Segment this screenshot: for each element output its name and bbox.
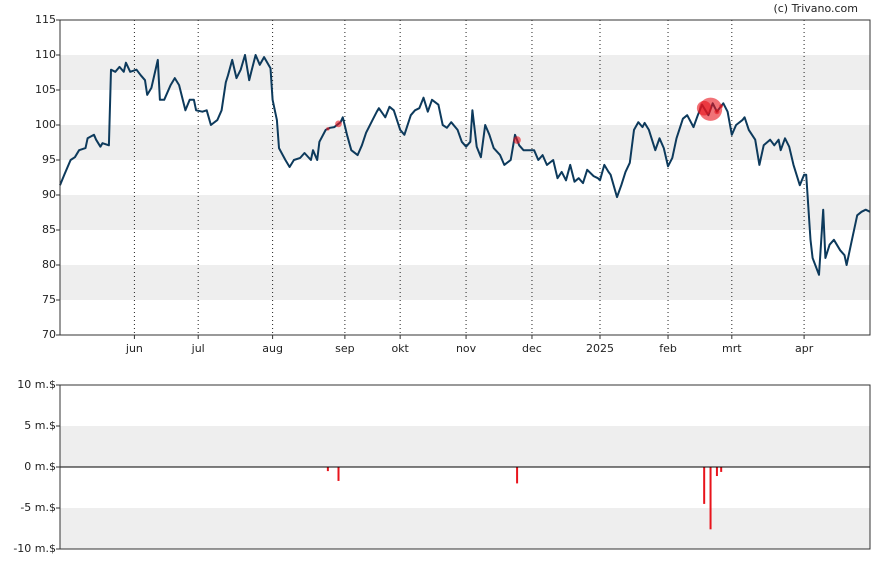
x-tick-label: okt bbox=[391, 342, 409, 355]
y-tick-label: 85 bbox=[42, 223, 56, 236]
y-tick-label: 95 bbox=[42, 153, 56, 166]
source-credit: (c) Trivano.com bbox=[773, 2, 858, 15]
trade-marker bbox=[335, 120, 342, 128]
band bbox=[60, 508, 870, 549]
trade-marker bbox=[326, 127, 330, 131]
band bbox=[60, 195, 870, 230]
y-tick-label: 115 bbox=[35, 13, 56, 26]
bar bbox=[337, 467, 340, 481]
band bbox=[60, 265, 870, 300]
y-tick-label: 110 bbox=[35, 48, 56, 61]
y-tick-label: 10 m.$ bbox=[17, 378, 56, 391]
y-tick-label: 80 bbox=[42, 258, 56, 271]
x-tick-label: jul bbox=[191, 342, 205, 355]
bar bbox=[703, 467, 706, 504]
x-tick-label: apr bbox=[795, 342, 814, 355]
y-tick-label: 75 bbox=[42, 293, 56, 306]
band bbox=[60, 125, 870, 160]
bar bbox=[709, 467, 712, 530]
x-tick-label: dec bbox=[522, 342, 542, 355]
y-tick-label: 100 bbox=[35, 118, 56, 131]
y-tick-label: 0 m.$ bbox=[24, 460, 56, 473]
band bbox=[60, 426, 870, 467]
bar bbox=[326, 467, 329, 472]
y-tick-label: 105 bbox=[35, 83, 56, 96]
bar bbox=[516, 467, 519, 484]
trade-marker bbox=[698, 97, 723, 121]
plot-frame bbox=[59, 384, 871, 550]
x-tick-label: aug bbox=[262, 342, 283, 355]
trade-marker bbox=[714, 109, 720, 115]
x-tick-label: feb bbox=[659, 342, 677, 355]
x-tick-label: jun bbox=[125, 342, 143, 355]
trade-marker bbox=[719, 104, 724, 108]
y-tick-label: 5 m.$ bbox=[24, 419, 56, 432]
plot-frame bbox=[59, 19, 871, 336]
bar bbox=[720, 467, 723, 472]
y-tick-label: 90 bbox=[42, 188, 56, 201]
x-tick-label: 2025 bbox=[586, 342, 614, 355]
band bbox=[60, 55, 870, 90]
trade-marker bbox=[513, 136, 521, 144]
x-tick-label: nov bbox=[456, 342, 477, 355]
x-tick-label: sep bbox=[335, 342, 354, 355]
y-tick-label: -5 m.$ bbox=[20, 501, 56, 514]
bar bbox=[715, 467, 718, 477]
y-tick-label: -10 m.$ bbox=[13, 542, 56, 555]
x-tick-label: mrt bbox=[722, 342, 742, 355]
y-tick-label: 70 bbox=[42, 328, 56, 341]
price-line bbox=[59, 54, 871, 276]
